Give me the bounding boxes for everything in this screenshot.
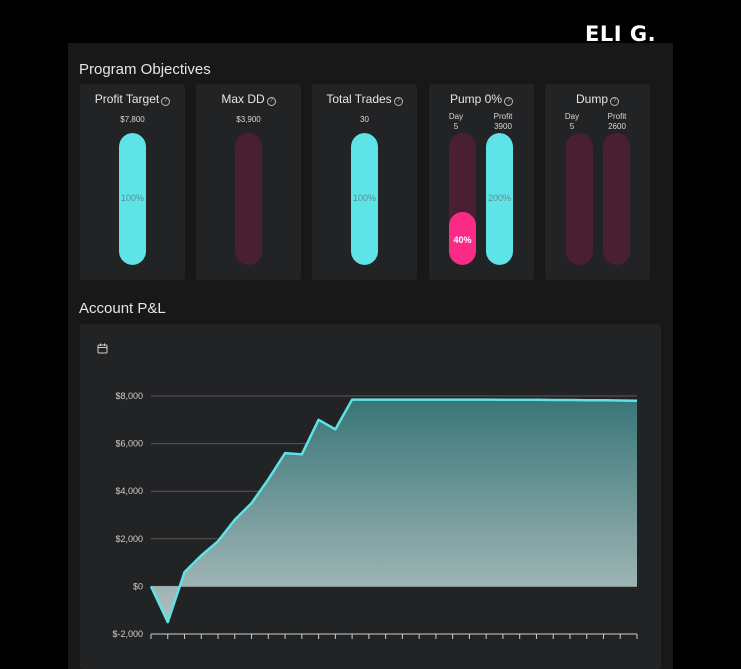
sub-label-title: Day: [564, 112, 580, 121]
sub-label-day: Day 5: [552, 112, 592, 132]
area-fill: [151, 399, 637, 623]
objective-card-pump: Pump 0%? Day 5 Profit 3900 40% 200%: [429, 84, 534, 280]
sub-label-value: 5: [569, 122, 575, 131]
card-value: $7,800: [120, 115, 145, 124]
objective-card-profit-target: Profit Target? $7,800 100%: [80, 84, 185, 280]
pnl-title: Account P&L: [79, 300, 166, 317]
y-tick-label: $2,000: [115, 534, 143, 544]
y-tick-label: $4,000: [115, 486, 143, 496]
objective-card-max-dd: Max DD? $3,900: [196, 84, 301, 280]
objective-card-total-trades: Total Trades? 30 100%: [312, 84, 417, 280]
sub-label-value: 2600: [608, 122, 626, 131]
card-title-text: Pump 0%: [449, 92, 503, 106]
card-title-text: Profit Target: [94, 92, 160, 106]
series-line: [149, 398, 638, 624]
y-tick-label: $8,000: [115, 391, 143, 401]
progress-bar: 100%: [351, 133, 378, 265]
card-title-text: Max DD: [221, 92, 265, 106]
sub-label-value: 3900: [494, 122, 512, 131]
help-icon[interactable]: ?: [266, 97, 276, 106]
progress-bar: [235, 133, 262, 265]
pnl-chart: $-2,000 $0 $2,000 $4,000 $6,000 $8,000: [112, 391, 638, 639]
progress-bar-label: 40%: [453, 234, 472, 245]
sub-label-day: Day 5: [436, 112, 476, 132]
pnl-chart-card: $-2,000 $0 $2,000 $4,000 $6,000 $8,000: [80, 324, 661, 669]
sub-label-profit: Profit 2600: [597, 112, 637, 132]
help-icon[interactable]: ?: [393, 97, 403, 106]
help-icon[interactable]: ?: [610, 97, 619, 106]
y-tick-label: $-2,000: [112, 629, 143, 639]
sub-label-title: Profit: [607, 112, 627, 121]
progress-bar-fill: [486, 133, 513, 265]
dashboard-panel: Program Objectives Profit Target? $7,800…: [68, 43, 673, 669]
sub-label-value: 5: [453, 122, 459, 131]
card-title-text: Dump: [575, 92, 608, 106]
progress-bar: 100%: [119, 133, 146, 265]
progress-bar-fill: [119, 133, 146, 265]
sub-label-title: Profit: [493, 112, 513, 121]
objective-card-dump: Dump? Day 5 Profit 2600: [545, 84, 650, 280]
sub-label-title: Day: [448, 112, 464, 121]
progress-bar-day: 40%: [449, 133, 476, 265]
progress-bar-fill: [351, 133, 378, 265]
sub-label-profit: Profit 3900: [483, 112, 523, 132]
progress-bar-fill: [449, 212, 476, 265]
progress-bar-label: 100%: [120, 193, 145, 203]
y-tick-label: $0: [133, 581, 143, 591]
progress-bar-label: 100%: [352, 193, 377, 203]
card-title: Dump?: [545, 92, 650, 106]
card-value: $3,900: [236, 115, 261, 124]
objectives-title: Program Objectives: [79, 61, 211, 78]
help-icon[interactable]: ?: [161, 97, 171, 106]
help-icon[interactable]: ?: [504, 97, 514, 106]
card-value: 30: [360, 115, 369, 124]
progress-bar-profit: 200%: [486, 133, 513, 265]
progress-bar-label: 200%: [487, 193, 512, 203]
card-title: Max DD?: [196, 92, 301, 106]
brand-logo: ELI G.: [585, 22, 657, 46]
card-title: Total Trades?: [312, 92, 417, 106]
y-tick-label: $6,000: [115, 439, 143, 449]
progress-bar-day: [566, 133, 593, 265]
progress-bar-profit: [603, 133, 630, 265]
card-title: Profit Target?: [80, 92, 185, 106]
card-title-text: Total Trades: [326, 92, 392, 106]
card-title: Pump 0%?: [429, 92, 534, 106]
calendar-icon[interactable]: [97, 343, 108, 354]
